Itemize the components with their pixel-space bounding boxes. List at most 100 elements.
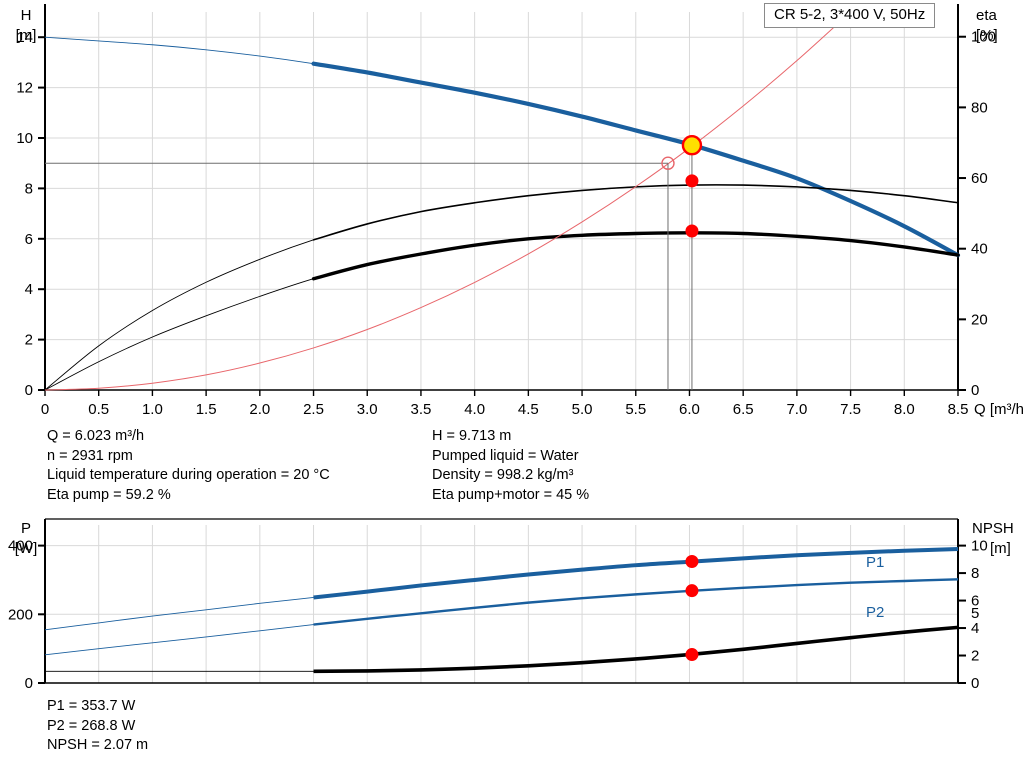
npsh-curve-thin <box>45 626 959 672</box>
p1-curve-bold <box>313 547 959 600</box>
y-right-tick-label: 60 <box>971 170 988 187</box>
top-chart-tick-labels: 0 2 4 6 8 10 12 14 0 20 40 60 80 100 0 0.5 1.0 1.5 2.0 2.5 3… <box>16 7 1024 418</box>
readout-p2: P2 = 268.8 W <box>47 717 136 734</box>
y-right-tick-label: 10 <box>971 538 988 555</box>
readout-liquid-temperature: Liquid temperature during operation = 20… <box>47 467 330 483</box>
readout-top-right: H = 9.713 m Pumped liquid = Water Densit… <box>432 427 589 505</box>
p1-curve-thin <box>44 548 959 631</box>
y-left-tick-label: 10 <box>16 130 33 147</box>
system-curve-point-marker <box>661 156 675 170</box>
x-tick-label: 2.5 <box>303 401 324 418</box>
readout-eta-pump-motor: Eta pump+motor = 45 % <box>432 486 590 503</box>
y-left-axis-title: H <box>21 7 32 24</box>
y-left-axis-unit: [W] <box>15 540 38 557</box>
eta-pump-curve-bold <box>311 231 960 281</box>
readout-eta-pump: Eta pump = 59.2 % <box>47 486 171 503</box>
readout-h: H = 9.713 m <box>432 428 512 444</box>
x-tick-label: 1.0 <box>142 401 163 418</box>
x-tick-label: 3.5 <box>411 401 432 418</box>
y-right-tick-label: 4 <box>971 620 979 637</box>
x-tick-label: 2.0 <box>249 401 270 418</box>
x-axis-title: Q [m³/h] <box>974 401 1024 418</box>
duty-point-marker <box>681 135 703 156</box>
readout-p1: P1 = 353.7 W <box>47 698 136 714</box>
pump-title-text: CR 5-2, 3*400 V, 50Hz <box>774 6 926 23</box>
x-tick-label: 5.5 <box>625 401 646 418</box>
y-right-tick-label: 100 <box>971 29 996 46</box>
x-tick-label: 7.5 <box>840 401 861 418</box>
y-left-tick-label: 12 <box>16 80 33 97</box>
y-right-tick-label: 8 <box>971 565 979 582</box>
x-tick-label: 8.5 <box>948 401 969 418</box>
readout-n: n = 2931 rpm <box>47 447 133 464</box>
y-right-axis-unit: [%] <box>976 27 998 44</box>
top-chart-gridlines <box>44 12 959 391</box>
p1-curve-label: P1 <box>866 554 884 571</box>
system-curve-thin <box>44 11 851 391</box>
bottom-chart-axes <box>38 518 966 684</box>
bottom-chart-markers <box>685 555 699 662</box>
x-tick-label: 6.0 <box>679 401 700 418</box>
y-right-tick-label: 80 <box>971 99 988 116</box>
y-left-tick-label: 2 <box>25 332 33 349</box>
x-tick-label: 7.0 <box>786 401 807 418</box>
bottom-chart-tick-labels: 0 200 400 0 2 456 8 10 P [W] NPSH [m] P1 P2 <box>8 520 1014 692</box>
power-npsh-chart: 0 200 400 0 2 456 8 10 P [W] NPSH [m] P1 P2 <box>8 518 1014 692</box>
y-left-tick-label: 8 <box>25 180 33 197</box>
y-left-tick-label: 0 <box>25 675 33 692</box>
readout-bottom: P1 = 353.7 W P2 = 268.8 W NPSH = 2.07 m <box>47 697 148 756</box>
bottom-chart-curves <box>44 547 959 674</box>
readout-density: Density = 998.2 kg/m³ <box>432 467 574 483</box>
npsh-point-marker <box>685 648 699 662</box>
y-right-tick-label: 2 <box>971 648 979 665</box>
x-tick-label: 8.0 <box>894 401 915 418</box>
x-tick-label: 4.5 <box>518 401 539 418</box>
p1-point-marker <box>685 555 699 569</box>
p2-curve-thin <box>44 578 959 656</box>
y-right-axis-title: NPSH <box>972 520 1014 537</box>
y-left-axis-title: P <box>21 520 31 537</box>
x-tick-label: 6.5 <box>733 401 754 418</box>
p2-point-marker <box>685 584 699 598</box>
eta-pump-motor-curve-thin <box>44 184 959 391</box>
y-left-tick-label: 200 <box>8 606 33 623</box>
y-right-tick-label: 0 <box>971 675 979 692</box>
y-right-tick-label: 40 <box>971 241 988 258</box>
top-chart-axes <box>38 4 966 396</box>
y-right-tick-label: 6 <box>971 593 979 610</box>
eta-pump-curve-thin <box>44 232 959 391</box>
y-left-tick-label: 14 <box>16 29 33 46</box>
y-right-tick-label: 20 <box>971 311 988 328</box>
readout-pumped-liquid: Pumped liquid = Water <box>432 447 579 464</box>
top-chart-markers <box>661 135 703 238</box>
x-tick-label: 4.0 <box>464 401 485 418</box>
head-efficiency-chart: 0 2 4 6 8 10 12 14 0 20 40 60 80 100 0 0.5 1.0 1.5 2.0 2.5 3… <box>16 4 1024 418</box>
y-left-tick-label: 6 <box>25 231 33 248</box>
head-curve-thin <box>44 36 959 256</box>
y-right-tick-label: 5 <box>971 605 979 622</box>
npsh-curve-bold <box>313 625 959 674</box>
y-right-axis-unit: [m] <box>990 540 1011 557</box>
y-left-tick-label: 0 <box>25 382 33 399</box>
y-right-axis-title: eta <box>976 7 998 24</box>
top-chart-curves <box>44 11 961 391</box>
x-tick-label: 1.5 <box>196 401 217 418</box>
readout-top-left: Q = 6.023 m³/h n = 2931 rpm Liquid tempe… <box>47 427 330 505</box>
y-left-axis-unit: [m] <box>16 27 37 44</box>
eta-pump-motor-point-marker <box>685 174 699 188</box>
y-right-tick-label: 0 <box>971 382 979 399</box>
y-left-tick-label: 4 <box>25 281 33 298</box>
head-curve-bold <box>311 61 961 258</box>
x-tick-label: 5.0 <box>572 401 593 418</box>
x-tick-label: 3.0 <box>357 401 378 418</box>
y-left-tick-label: 400 <box>8 538 33 555</box>
top-chart-guide-lines <box>45 145 693 390</box>
x-tick-label: 0.5 <box>88 401 109 418</box>
readout-q: Q = 6.023 m³/h <box>47 428 145 444</box>
pump-title-box: CR 5-2, 3*400 V, 50Hz <box>764 3 936 28</box>
readout-npsh: NPSH = 2.07 m <box>47 737 149 753</box>
x-tick-label: 0 <box>41 401 49 418</box>
p2-curve-bold <box>313 578 959 626</box>
p2-curve-label: P2 <box>866 604 884 621</box>
